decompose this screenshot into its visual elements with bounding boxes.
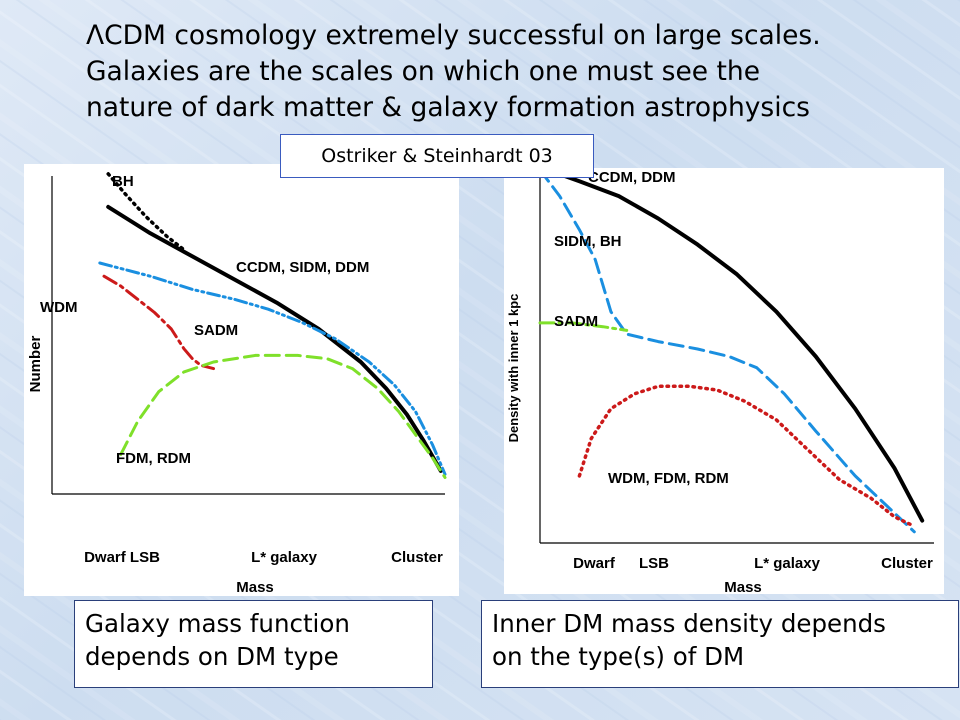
slide-title: ΛCDM cosmology extremely successful on l… bbox=[86, 18, 946, 126]
series-label-ccdm-ddm: CCDM, DDM bbox=[588, 169, 676, 186]
series-line-ccdm-ddm bbox=[545, 168, 925, 523]
caption-mass-function: Galaxy mass function depends on DM type bbox=[74, 600, 433, 688]
x-tick-label-cluster: Cluster bbox=[391, 549, 443, 566]
caption-left-line-1: Galaxy mass function bbox=[85, 609, 350, 638]
x-tick-label-dwarf: Dwarf bbox=[573, 555, 616, 572]
series-line-sadm bbox=[98, 261, 447, 476]
x-tick-label-dwarf-lsb: Dwarf LSB bbox=[84, 549, 160, 566]
title-line-1: ΛCDM cosmology extremely successful on l… bbox=[86, 20, 821, 51]
series-label-bh: BH bbox=[112, 173, 134, 190]
caption-inner-density: Inner DM mass density depends on the typ… bbox=[481, 600, 959, 688]
caption-right-line-1: Inner DM mass density depends bbox=[492, 609, 886, 638]
series-label-wdm-fdm-rdm: WDM, FDM, RDM bbox=[608, 470, 729, 487]
caption-left-line-2: depends on DM type bbox=[85, 642, 339, 671]
series-line-wdm-fdm-rdm bbox=[577, 384, 913, 527]
inner-density-plot: CCDM, DDM SIDM, BH SADM WDM, FDM, RDM Dwarf L… bbox=[506, 168, 934, 594]
mass-function-chart: BH CCDM, SIDM, DDM SADM WDM FDM, RDM Dwarf LS… bbox=[24, 164, 459, 596]
y-axis-label: Density with inner 1 kpc bbox=[506, 294, 521, 443]
series-line-sidm-bh bbox=[538, 168, 916, 534]
series-label-sadm: SADM bbox=[554, 313, 598, 330]
series-label-fdm-rdm: FDM, RDM bbox=[116, 450, 191, 467]
series-line-wdm bbox=[102, 274, 215, 371]
y-axis-label: Number bbox=[27, 336, 44, 393]
x-tick-label-l-galaxy: L* galaxy bbox=[754, 555, 821, 572]
title-line-2: Galaxies are the scales on which one mus… bbox=[86, 56, 761, 87]
series-line-ccdm-sidm-ddm bbox=[106, 204, 443, 473]
series-label-wdm: WDM bbox=[40, 299, 78, 316]
x-tick-label-l-galaxy: L* galaxy bbox=[251, 549, 318, 566]
series-label-sadm: SADM bbox=[194, 322, 238, 339]
x-axis-label: Mass bbox=[724, 579, 762, 594]
series-line-bh bbox=[106, 172, 186, 252]
mass-function-plot: BH CCDM, SIDM, DDM SADM WDM FDM, RDM Dwarf LS… bbox=[27, 172, 447, 596]
inner-density-chart: CCDM, DDM SIDM, BH SADM WDM, FDM, RDM Dwarf L… bbox=[504, 168, 944, 594]
reference-box: Ostriker & Steinhardt 03 bbox=[280, 134, 594, 178]
title-line-3: nature of dark matter & galaxy formation… bbox=[86, 92, 810, 123]
x-tick-label-cluster: Cluster bbox=[881, 555, 933, 572]
x-tick-label-lsb: LSB bbox=[639, 555, 669, 572]
series-label-sidm-bh: SIDM, BH bbox=[554, 233, 622, 250]
series-line-sadm bbox=[538, 321, 629, 332]
caption-right-line-2: on the type(s) of DM bbox=[492, 642, 745, 671]
series-label-ccdm-sidm-ddm: CCDM, SIDM, DDM bbox=[236, 259, 369, 276]
series-line-fdm-rdm bbox=[119, 353, 447, 479]
x-axis-label: Mass bbox=[236, 579, 274, 596]
